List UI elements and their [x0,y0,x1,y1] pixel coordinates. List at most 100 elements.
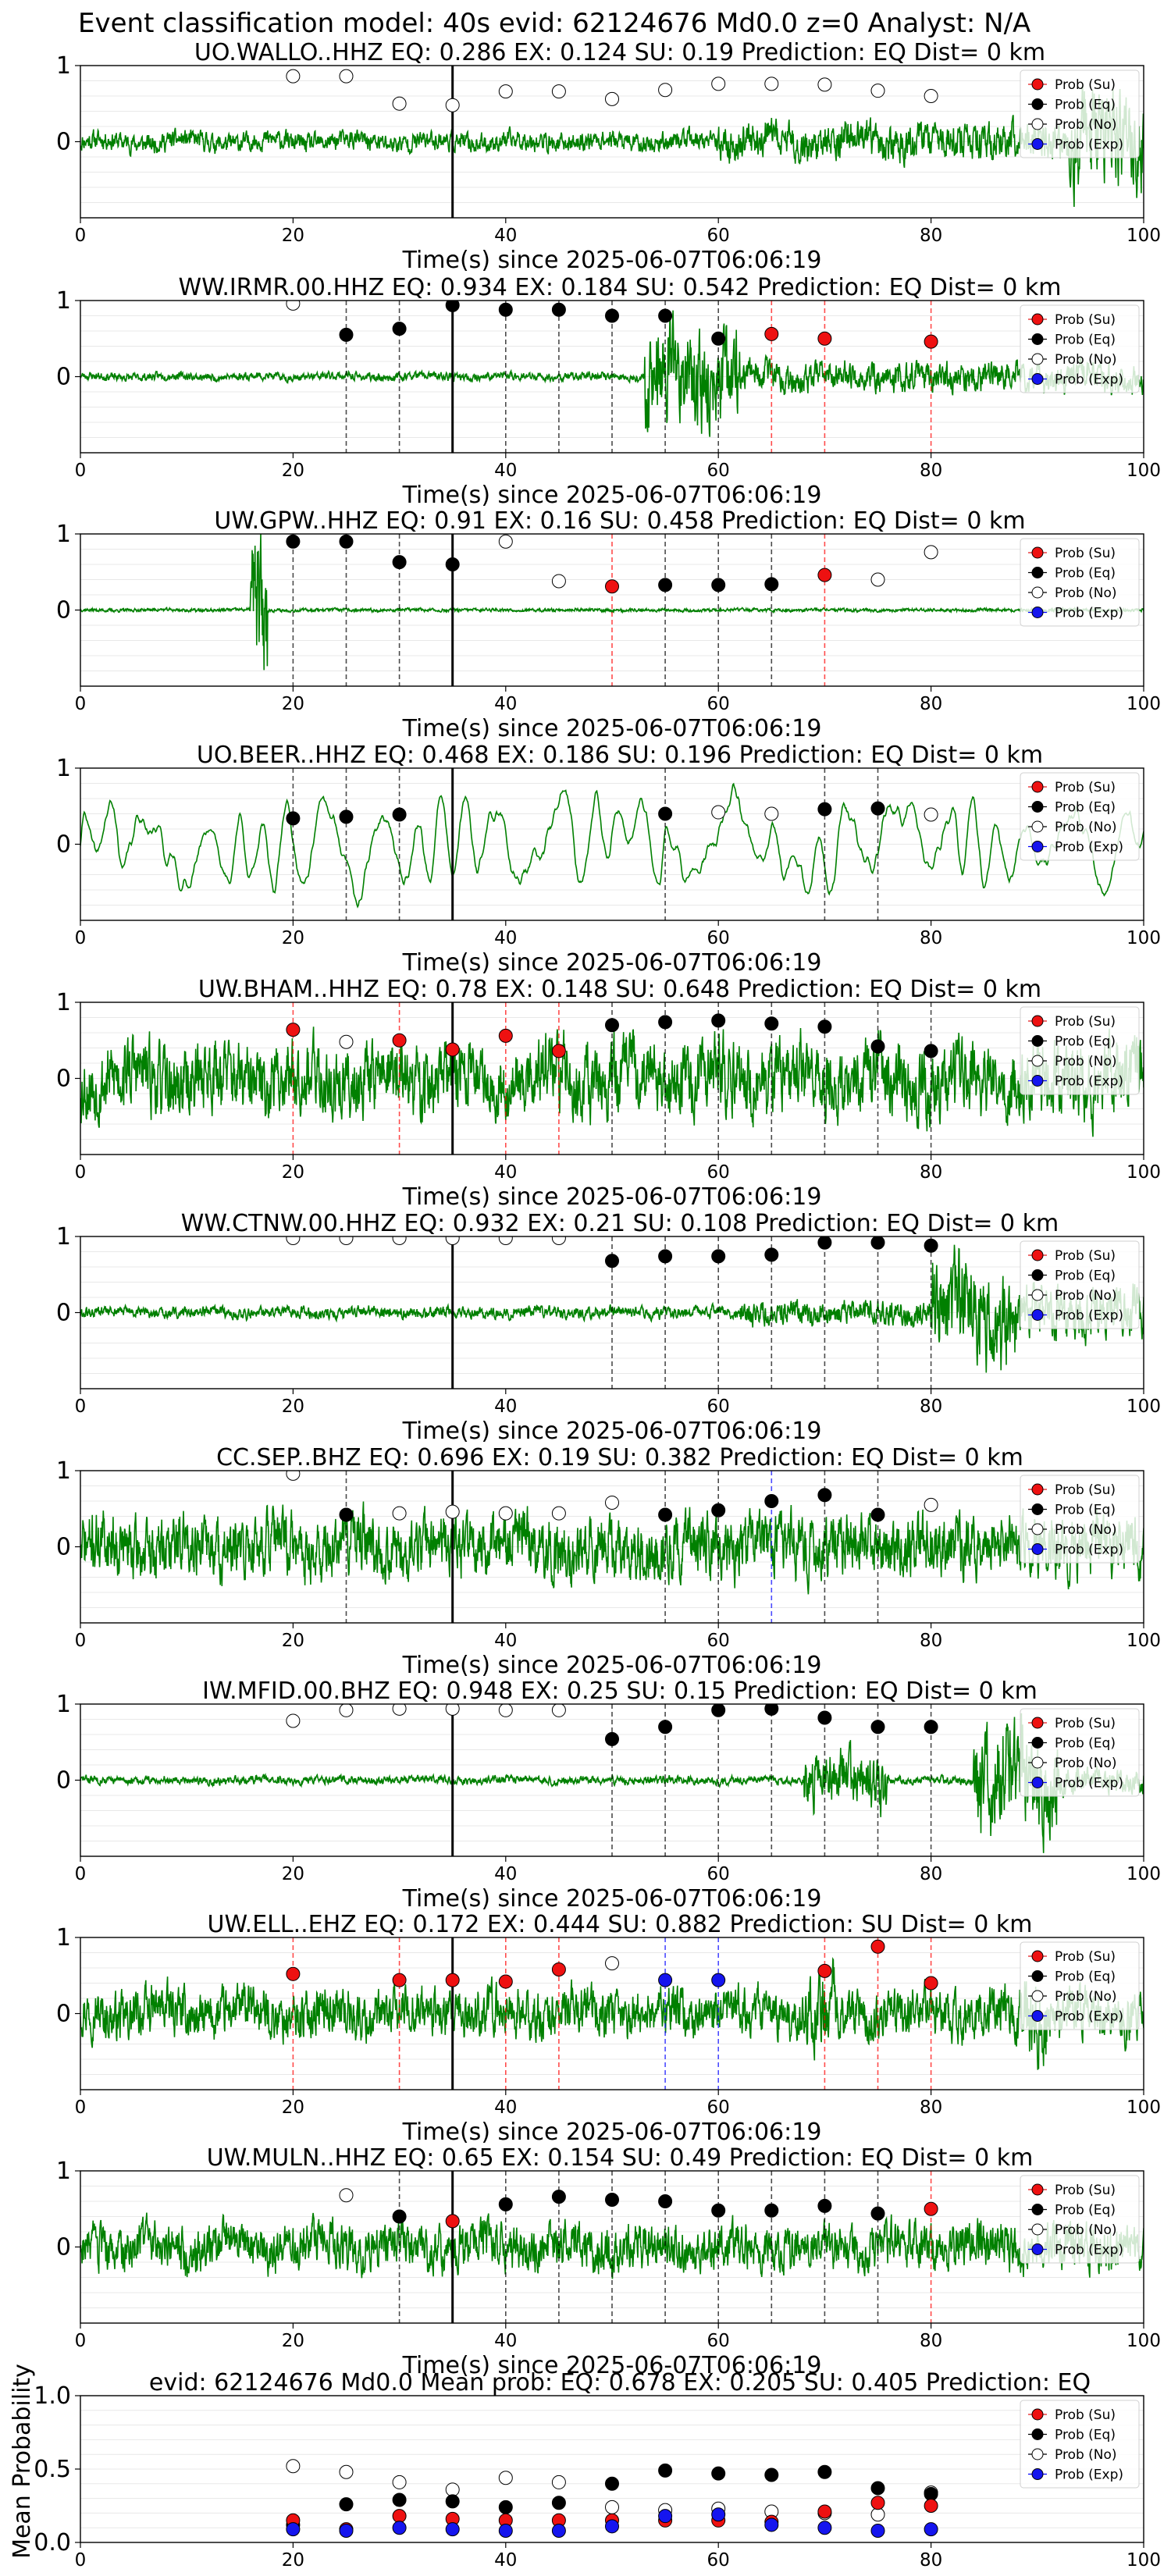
legend-marker [1031,1269,1044,1281]
x-tick-label: 0 [75,2550,87,2571]
marker-eq [817,2198,832,2213]
x-tick-label: 0 [75,1864,87,1884]
y-axis-label: Mean Probability [9,2364,36,2559]
x-tick-label: 60 [707,2550,730,2571]
marker-eq [711,2203,726,2218]
panel-title: UW.MULN..HHZ EQ: 0.65 EX: 0.154 SU: 0.49… [207,2144,1034,2172]
legend-marker [1031,2243,1044,2255]
marker-eq [339,809,354,824]
x-tick-label: 100 [1127,1864,1161,1884]
y-tick-label: 0.5 [34,2456,71,2483]
marker-eq [870,2481,885,2496]
legend-marker [1031,118,1044,130]
y-tick-label: 1 [56,287,71,315]
panel-title: CC.SEP..BHZ EQ: 0.696 EX: 0.19 SU: 0.382… [216,1444,1023,1471]
legend-label: Prob (No) [1055,352,1117,368]
legend-marker [1031,1309,1044,1321]
y-tick-label: 1 [56,1223,71,1251]
marker-eq [817,1236,832,1250]
y-tick-label: 0 [56,2234,71,2261]
legend-marker [1031,1035,1044,1047]
legend-marker [1031,353,1044,365]
x-tick-label: 60 [707,1397,730,1417]
legend-label: Prob (Su) [1055,1248,1116,1264]
panel-title: WW.CTNW.00.HHZ EQ: 0.932 EX: 0.21 SU: 0.… [181,1210,1059,1237]
x-tick-label: 60 [707,1864,730,1884]
legend-frame [1020,2175,1140,2264]
marker-no [339,1236,354,1245]
legend-frame [1020,2400,1140,2489]
y-tick-label: 0 [56,129,71,156]
legend-marker [1031,1737,1044,1749]
legend-frame [1020,304,1140,393]
marker-eq [711,2466,726,2481]
y-tick-label: 1 [56,989,71,1016]
x-ticks: 0 20 40 60 80 100 [75,2090,1161,2118]
y-tick-label: 1 [56,1924,71,1952]
marker-no [605,1956,619,1971]
marker-eq [924,2486,938,2501]
x-tick-label: 40 [494,1631,517,1651]
legend-label: Prob (Eq) [1055,1969,1116,1985]
marker-su [286,1966,301,1981]
y-ticks: 10 [56,989,80,1093]
marker-eq [339,534,354,549]
waveform [80,86,1144,208]
probability-markers [286,1236,938,1268]
probability-markers [286,69,938,112]
y-ticks: 10 [56,1924,80,2028]
marker-su [764,326,779,341]
x-ticks: 0 20 40 60 80 100 [75,1389,1161,1417]
x-tick-label: 80 [920,2331,942,2351]
x-ticks: 0 20 40 60 80 100 [75,1623,1161,1651]
y-ticks: 10 [56,52,80,156]
marker-no [551,1704,566,1717]
legend-marker [1031,373,1044,385]
waveform [80,1501,1144,1595]
legend: Prob (Su) Prob (Eq) Prob (No) Prob (Exp) [1020,1240,1140,1329]
panel-title: UO.BEER..HHZ EQ: 0.468 EX: 0.186 SU: 0.1… [197,742,1043,769]
marker-exp [551,2523,566,2538]
x-tick-label: 80 [920,1631,942,1651]
legend-marker [1031,138,1044,150]
marker-eq [817,1019,832,1034]
marker-eq [870,1039,885,1054]
marker-eq [870,1720,885,1735]
legend-marker [1031,1756,1044,1769]
x-ticks: 0 20 40 60 80 100 [75,2323,1161,2351]
legend-label: Prob (Su) [1055,1949,1116,1965]
x-tick-label: 100 [1127,2331,1161,2351]
y-tick-label: 0 [56,597,71,624]
legend-frame [1020,69,1140,158]
legend-marker [1031,607,1044,618]
legend-label: Prob (Exp) [1055,840,1123,856]
panel-title: evid: 62124676 Md0.0 Mean prob: EQ: 0.67… [149,2369,1091,2396]
y-tick-label: 0 [56,364,71,391]
x-tick-label: 0 [75,461,87,481]
x-tick-label: 80 [920,1162,942,1183]
legend-frame [1020,538,1140,627]
legend-marker [1031,2408,1044,2421]
x-tick-label: 100 [1127,1397,1161,1417]
legend: Prob (Su) Prob (Eq) Prob (No) Prob (Exp) [1020,538,1140,627]
marker-no [498,1236,513,1245]
probability-markers [286,1704,938,1746]
legend: Prob (Su) Prob (Eq) Prob (No) Prob (Exp) [1020,304,1140,393]
marker-no [286,69,301,84]
marker-su [924,1976,938,1991]
marker-no [551,1506,566,1521]
x-axis-label: Time(s) since 2025-06-07T06:06:19 [402,1183,822,1211]
y-ticks: 10 [56,2158,80,2261]
probability-markers [339,2188,938,2229]
marker-no [286,1471,301,1481]
x-ticks: 0 20 40 60 80 100 [75,2542,1161,2571]
legend: Prob (Su) Prob (Eq) Prob (No) Prob (Exp) [1020,69,1140,158]
marker-eq [551,2496,566,2510]
marker-no [498,84,513,99]
x-ticks: 0 20 40 60 80 100 [75,920,1161,948]
x-tick-label: 60 [707,2331,730,2351]
